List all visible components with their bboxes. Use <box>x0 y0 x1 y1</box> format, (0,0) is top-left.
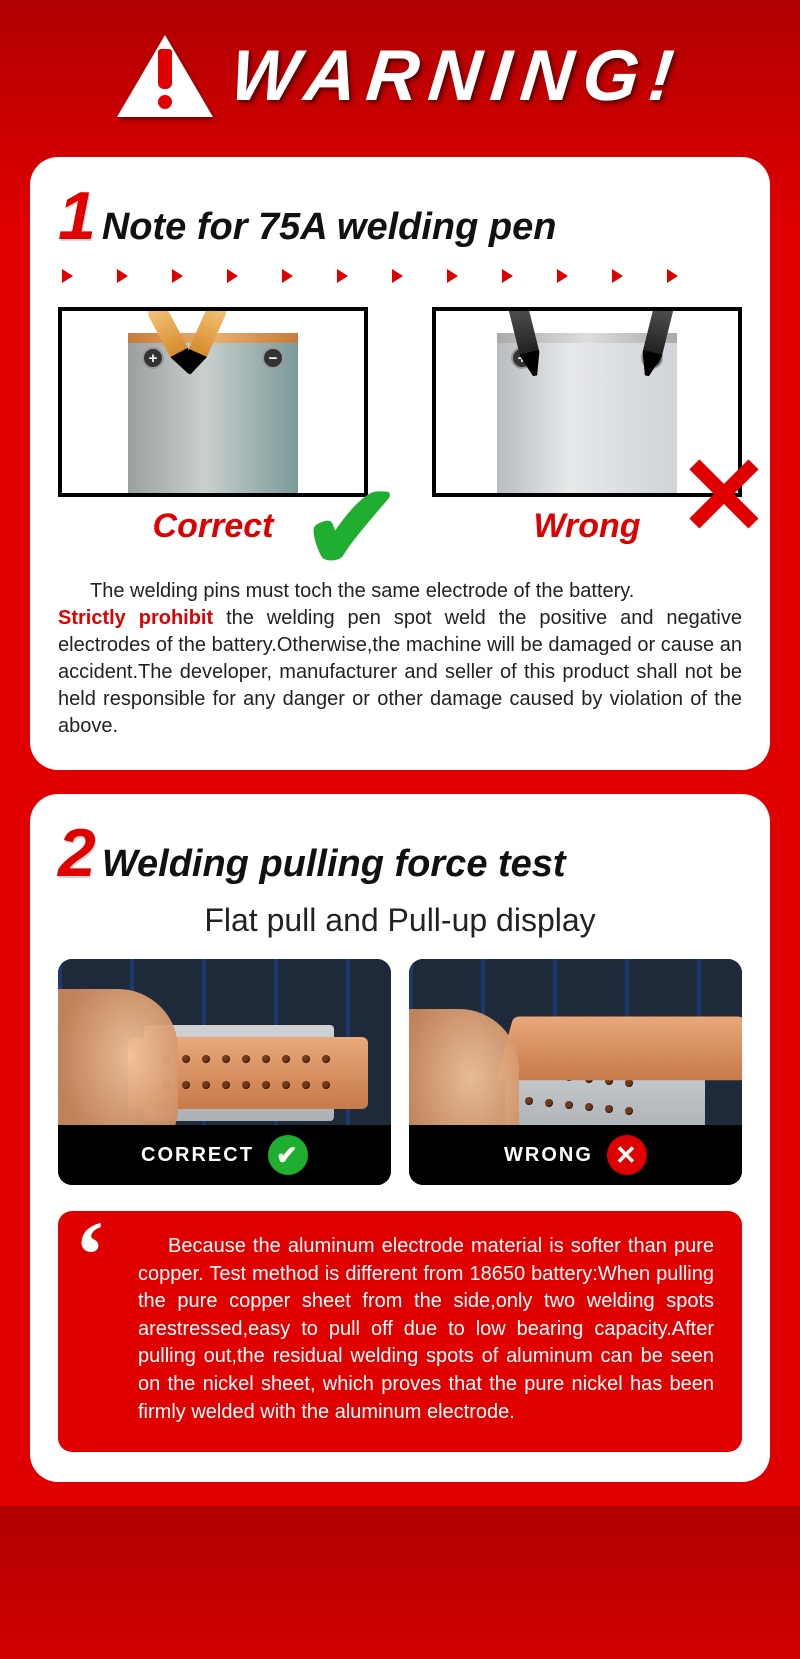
photo-wrong-label: WRONG <box>504 1144 593 1167</box>
correct-diagram: + − ✔ Correct <box>58 307 368 546</box>
arrow-divider <box>58 257 742 307</box>
warning-triangle-icon <box>117 35 213 117</box>
section-2-number: 2 <box>58 826 96 880</box>
section-2-title: 2 Welding pulling force test <box>58 826 742 886</box>
cross-circle-icon: ✕ <box>607 1135 647 1175</box>
section-2-subtitle: Flat pull and Pull-up display <box>58 894 742 959</box>
quote-text: Because the aluminum electrode material … <box>138 1235 714 1423</box>
cross-icon: ✕ <box>678 464 770 530</box>
photo-correct-label: CORRECT <box>141 1144 254 1167</box>
section-1-number: 1 <box>58 189 96 243</box>
correct-photo: CORRECT ✔ <box>58 959 391 1185</box>
check-icon: ✔ <box>301 492 402 564</box>
section-2-card: 2 Welding pulling force test Flat pull a… <box>30 794 770 1482</box>
warning-header: WARNING! <box>0 0 800 147</box>
photo-compare-row: CORRECT ✔ WRONG ✕ <box>58 959 742 1185</box>
warning-title: WARNING! <box>227 35 688 117</box>
section-1-title: 1 Note for 75A welding pen <box>58 189 742 249</box>
wrong-photo: WRONG ✕ <box>409 959 742 1185</box>
compare-row: + − ✔ Correct + − ✕ Wrong <box>58 307 742 546</box>
plus-terminal-icon: + <box>142 347 164 369</box>
section-2-heading: Welding pulling force test <box>102 843 566 886</box>
wrong-diagram: + − ✕ Wrong <box>432 307 742 546</box>
section-1-heading: Note for 75A welding pen <box>102 206 557 249</box>
minus-terminal-icon: − <box>262 347 284 369</box>
check-circle-icon: ✔ <box>268 1135 308 1175</box>
strict-phrase: Strictly prohibit <box>58 607 213 629</box>
quote-icon: ‘ <box>74 1217 106 1294</box>
section-1-card: 1 Note for 75A welding pen + − ✔ Correct <box>30 157 770 770</box>
section-2-quote: ‘ Because the aluminum electrode materia… <box>58 1211 742 1452</box>
